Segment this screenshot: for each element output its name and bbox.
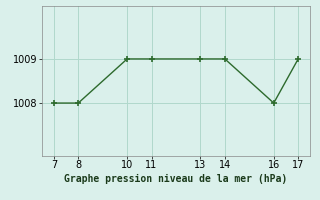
X-axis label: Graphe pression niveau de la mer (hPa): Graphe pression niveau de la mer (hPa)	[64, 174, 288, 184]
